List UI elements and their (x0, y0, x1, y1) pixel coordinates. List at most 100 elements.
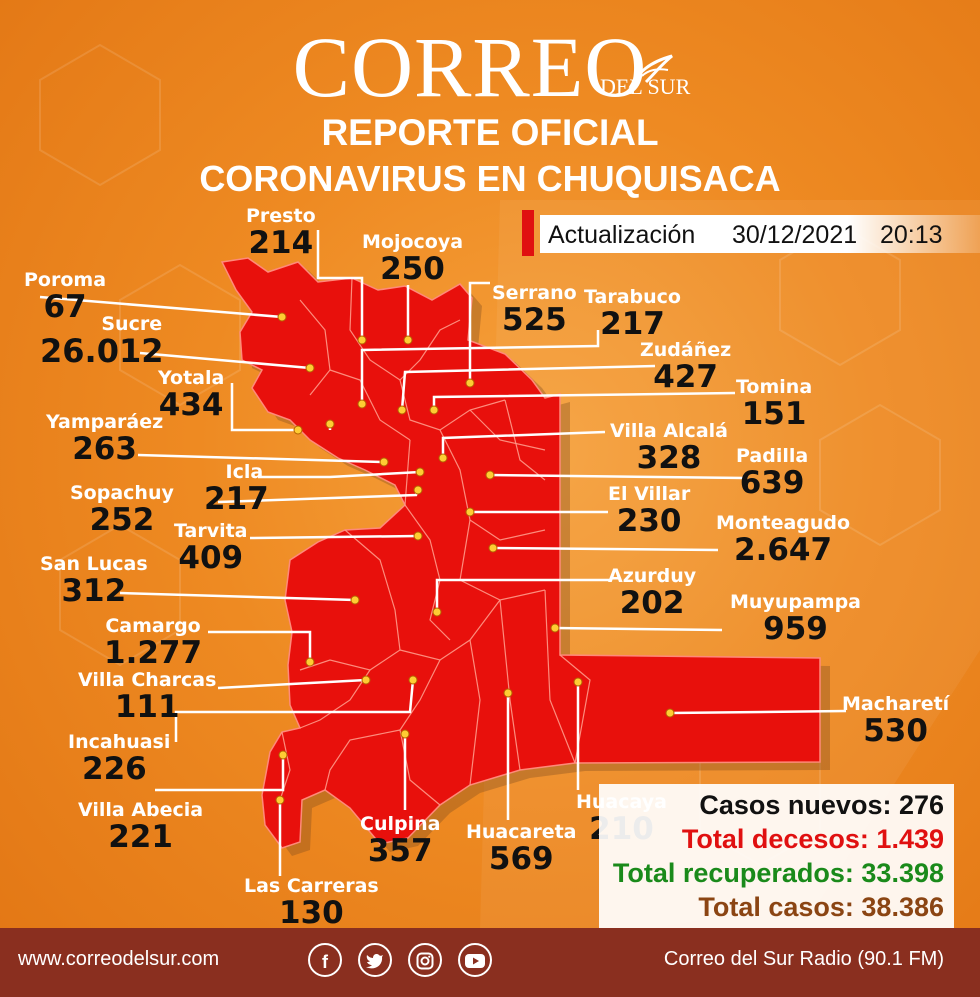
municipality-name: Poroma (24, 269, 107, 291)
municipality-las-carreras: Las Carreras 130 (244, 875, 379, 931)
municipality-name: Las Carreras (244, 875, 379, 897)
municipality-el-villar: El Villar 230 (608, 483, 691, 539)
municipality-name: Mojocoya (362, 231, 464, 253)
municipality-name: Yotala (158, 367, 225, 389)
municipality-cases: 357 (367, 833, 433, 869)
municipality-cases: 409 (178, 540, 244, 576)
stat-new-cases: Casos nuevos: 276 (699, 790, 944, 820)
municipality-cases: 639 (739, 465, 805, 501)
municipality-name: Villa Charcas (78, 669, 217, 691)
municipality-yamparaez: Yamparáez 263 (46, 411, 164, 467)
leaf-icon (628, 54, 673, 89)
municipality-cases: 151 (741, 396, 807, 432)
update-banner (540, 215, 980, 253)
municipality-name: Padilla (736, 445, 809, 467)
municipality-name: Villa Abecia (78, 799, 204, 821)
municipality-huacareta: Huacareta 569 (466, 821, 577, 876)
municipality-villa-alcala: Villa Alcalá 328 (610, 420, 728, 476)
footer: www.correodelsur.com f Correo del Sur Ra… (0, 928, 980, 997)
municipality-culpina: Culpina 357 (360, 813, 441, 869)
twitter-icon[interactable] (358, 943, 392, 977)
stat-total-deaths: Total decesos: 1.439 (681, 824, 944, 854)
municipality-cases: 2.647 (734, 532, 833, 568)
municipality-sopachuy: Sopachuy 252 (70, 482, 174, 538)
municipality-name: Sucre (101, 313, 163, 335)
municipality-camargo: Camargo 1.277 (104, 615, 203, 671)
municipality-cases: 525 (502, 302, 567, 338)
facebook-icon[interactable]: f (308, 943, 342, 977)
municipality-presto: Presto 214 (246, 205, 316, 261)
municipality-name: Incahuasi (68, 731, 171, 753)
municipality-tarvita: Tarvita 409 (174, 521, 248, 576)
update-label: Actualización (548, 221, 696, 249)
stats-summary: Casos nuevos: 276 Total decesos: 1.439 T… (598, 784, 954, 928)
update-accent-bar (522, 210, 534, 256)
municipality-cases: 111 (114, 689, 180, 725)
brand-subname: DEL SUR (600, 74, 691, 99)
municipality-name: Serrano (492, 282, 577, 304)
report-title: REPORTE OFICIAL (321, 112, 659, 153)
municipality-azurduy: Azurduy 202 (608, 565, 697, 621)
municipality-cases: 221 (108, 819, 173, 855)
map-territory (220, 257, 821, 849)
municipality-zudanez: Zudáñez 427 (640, 339, 732, 395)
stat-total-cases: Total casos: 38.386 (698, 892, 944, 922)
municipality-cases: 226 (82, 751, 147, 787)
instagram-icon[interactable] (408, 943, 442, 977)
municipality-cases: 217 (600, 306, 665, 342)
municipality-name: Muyupampa (730, 591, 861, 613)
municipality-cases: 328 (636, 440, 702, 476)
town-dots (275, 312, 675, 805)
municipality-cases: 230 (616, 503, 682, 539)
municipality-muyupampa: Muyupampa 959 (730, 591, 861, 647)
municipality-name: Yamparáez (46, 411, 164, 433)
municipality-name: San Lucas (40, 553, 148, 575)
municipality-name: Culpina (360, 813, 441, 835)
website-link[interactable]: www.correodelsur.com (18, 948, 220, 970)
municipality-cases: 1.277 (104, 635, 203, 671)
municipality-cases: 202 (619, 585, 685, 621)
municipality-name: Monteagudo (716, 512, 851, 534)
municipality-cases: 959 (763, 611, 828, 647)
municipality-name: Zudáñez (640, 339, 732, 361)
municipality-name: Tarabuco (584, 286, 681, 308)
municipality-cases: 263 (72, 431, 137, 467)
municipality-name: El Villar (608, 483, 691, 505)
municipality-cases: 427 (653, 359, 718, 395)
municipality-cases: 67 (43, 289, 87, 325)
municipality-monteagudo: Monteagudo 2.647 (716, 512, 851, 568)
municipality-name: Macharetí (842, 693, 950, 715)
municipality-cases: 130 (279, 895, 344, 931)
municipality-name: Icla (225, 461, 264, 483)
municipality-name: Tomina (736, 376, 813, 398)
youtube-icon[interactable] (458, 943, 492, 977)
municipality-name: Presto (246, 205, 316, 227)
municipality-icla: Icla 217 (204, 461, 269, 516)
report-subtitle: CORONAVIRUS EN CHUQUISACA (199, 158, 781, 199)
municipality-name: Azurduy (608, 565, 697, 587)
municipality-name: Camargo (105, 615, 201, 637)
stat-total-recovered: Total recuperados: 33.398 (612, 858, 944, 888)
brand-name: CORREO (292, 19, 648, 115)
municipality-cases: 530 (863, 713, 928, 749)
brand-logo: CORREO DEL SUR (0, 22, 980, 112)
radio-info: Correo del Sur Radio (90.1 FM) (663, 948, 944, 970)
municipality-name: Huacareta (466, 821, 577, 843)
municipality-cases: 250 (380, 251, 445, 287)
leader-lines (39, 230, 847, 876)
municipality-cases: 26.012 (40, 332, 164, 370)
municipality-incahuasi: Incahuasi 226 (68, 731, 171, 787)
municipality-sucre: Sucre 26.012 (40, 313, 164, 370)
municipality-name: Sopachuy (70, 482, 174, 504)
update-time: 20:13 (880, 221, 943, 249)
municipality-serrano: Serrano 525 (492, 282, 577, 338)
municipality-villa-abecia: Villa Abecia 221 (78, 799, 204, 855)
municipality-name: Villa Alcalá (610, 420, 728, 442)
municipality-yotala: Yotala 434 (158, 367, 225, 423)
municipality-cases: 434 (158, 387, 224, 423)
municipality-tarabuco: Tarabuco 217 (584, 286, 681, 342)
municipality-cases: 214 (248, 225, 314, 261)
municipality-cases: 252 (89, 502, 155, 538)
